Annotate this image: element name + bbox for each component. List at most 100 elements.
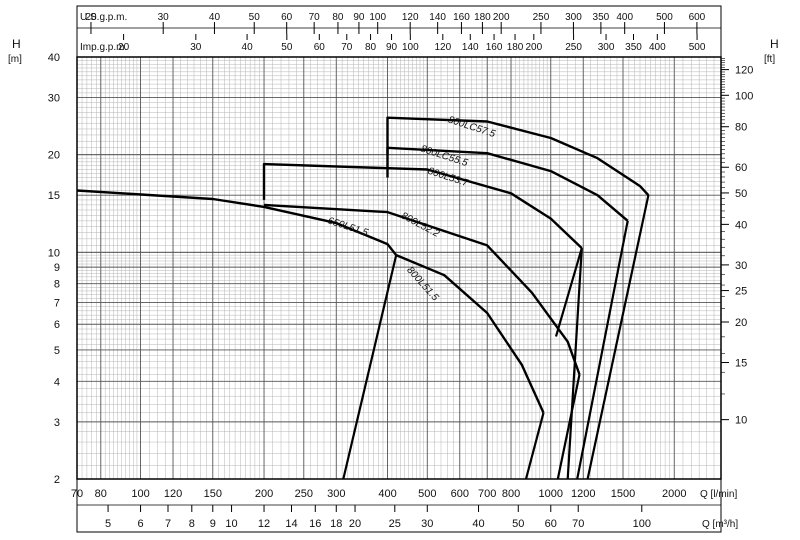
left-axis-title: H <box>12 37 21 51</box>
right-axis-unit: [ft] <box>764 54 775 65</box>
major-grid <box>76 56 721 480</box>
usgpm-tick-label: 250 <box>533 12 550 23</box>
usgpm-tick-label: 90 <box>353 12 365 23</box>
right-tick-label: 120 <box>735 65 753 77</box>
left-tick-label: 3 <box>54 417 60 429</box>
usgpm-tick-label: 20 <box>85 12 97 23</box>
impgpm-tick-label: 50 <box>281 42 293 53</box>
usgpm-tick-label: 600 <box>689 12 706 23</box>
top-impgpm-label: Imp.g.p.m. <box>80 42 127 53</box>
top-usgpm-label: U.S.g.p.m. <box>80 12 127 23</box>
lpm-tick-label: 150 <box>204 488 222 500</box>
left-tick-label: 20 <box>48 150 60 162</box>
m3h-tick-label: 8 <box>189 518 195 530</box>
lpm-tick-label: 300 <box>327 488 345 500</box>
power-line <box>524 412 545 480</box>
bottom-axis-band: 70 80 100 120 150 200 250 300 400 500 600 700 800 100… <box>71 478 722 533</box>
usgpm-tick-label: 500 <box>656 12 673 23</box>
lpm-tick-label: 250 <box>295 488 313 500</box>
m3h-tick-label: 16 <box>309 518 321 530</box>
m3h-tick-label: 40 <box>472 518 484 530</box>
top-band-frame <box>76 5 722 58</box>
series-label: 800LC57.5 <box>447 114 497 140</box>
right-tick-label: 80 <box>735 122 747 134</box>
right-axis-title: H <box>770 37 779 51</box>
right-tick-label: 60 <box>735 162 747 174</box>
lpm-tick-label: 700 <box>478 488 496 500</box>
left-tick-label: 15 <box>48 190 60 202</box>
plot-frame <box>76 56 722 480</box>
impgpm-tick-label: 90 <box>386 42 398 53</box>
m3h-tick-label: 70 <box>572 518 584 530</box>
usgpm-tick-label: 80 <box>332 12 344 23</box>
curve-800l52-2 <box>263 203 581 375</box>
impgpm-tick-label: 80 <box>365 42 377 53</box>
curve-800lc57-5 <box>386 116 650 197</box>
left-tick-label: 6 <box>54 319 60 331</box>
lpm-tick-label: 70 <box>71 488 83 500</box>
impgpm-tick-label: 120 <box>434 42 451 53</box>
right-axis-ticks: 10 15 20 25 30 40 50 60 80 100 120 <box>721 58 753 427</box>
lpm-tick-label: 1500 <box>611 488 635 500</box>
usgpm-tick-label: 300 <box>565 12 582 23</box>
impgpm-tick-label: 160 <box>486 42 503 53</box>
right-tick-label: 25 <box>735 286 747 298</box>
lpm-tick-label: 800 <box>502 488 520 500</box>
right-tick-label: 100 <box>735 90 753 102</box>
right-tick-label: 50 <box>735 188 747 200</box>
left-tick-label: 9 <box>54 262 60 274</box>
m3h-tick-label: 10 <box>225 518 237 530</box>
impgpm-tick-label: 140 <box>462 42 479 53</box>
curve-800l51-5 <box>395 253 545 414</box>
lpm-tick-label: 120 <box>164 488 182 500</box>
m3h-tick-label: 25 <box>389 518 401 530</box>
impgpm-tick-label: 400 <box>649 42 666 53</box>
usgpm-tick-label: 40 <box>209 12 221 23</box>
usgpm-tick-label: 100 <box>369 12 386 23</box>
usgpm-tick-label: 120 <box>402 12 419 23</box>
power-line <box>566 248 583 480</box>
impgpm-tick-label: 250 <box>565 42 582 53</box>
left-tick-label: 5 <box>54 345 60 357</box>
left-tick-label: 8 <box>54 279 60 291</box>
left-tick-label: 40 <box>48 52 60 64</box>
impgpm-tick-label: 300 <box>598 42 615 53</box>
usgpm-tick-label: 200 <box>493 12 510 23</box>
usgpm-tick-label: 160 <box>453 12 470 23</box>
impgpm-tick-label: 500 <box>689 42 706 53</box>
bottom-band-frame <box>76 478 722 533</box>
power-line <box>342 254 398 480</box>
m3h-tick-label: 14 <box>285 518 297 530</box>
lpm-tick-label: 200 <box>255 488 273 500</box>
m3h-tick-label: 30 <box>421 518 433 530</box>
usgpm-tick-label: 60 <box>281 12 293 23</box>
curves <box>76 116 650 480</box>
bottom-lpm-label: Q [l/min] <box>700 489 737 500</box>
impgpm-tick-label: 200 <box>525 42 542 53</box>
impgpm-tick-label: 70 <box>341 42 353 53</box>
impgpm-tick-label: 100 <box>402 42 419 53</box>
power-line <box>556 374 581 480</box>
lpm-tick-label: 2000 <box>662 488 686 500</box>
left-tick-label: 7 <box>54 298 60 310</box>
m3h-tick-label: 6 <box>137 518 143 530</box>
curve-800l53-7 <box>262 162 583 249</box>
lpm-tick-label: 600 <box>451 488 469 500</box>
impgpm-tick-label: 350 <box>625 42 642 53</box>
m3h-tick-label: 18 <box>330 518 342 530</box>
top-axis-band: 20 30 40 50 60 70 80 90 100 120 140 160 180 200 250 300… <box>76 5 722 58</box>
lpm-tick-label: 1200 <box>571 488 595 500</box>
m3h-tick-label: 20 <box>349 518 361 530</box>
usgpm-tick-label: 350 <box>593 12 610 23</box>
m3h-tick-label: 12 <box>258 518 270 530</box>
impgpm-tick-label: 20 <box>118 42 130 53</box>
left-tick-label: 2 <box>54 474 60 486</box>
usgpm-tick-label: 180 <box>474 12 491 23</box>
left-tick-label: 30 <box>48 93 60 105</box>
impgpm-tick-label: 60 <box>314 42 326 53</box>
usgpm-tick-label: 30 <box>158 12 170 23</box>
right-tick-label: 30 <box>735 260 747 272</box>
usgpm-tick-label: 400 <box>616 12 633 23</box>
power-line <box>554 247 583 337</box>
